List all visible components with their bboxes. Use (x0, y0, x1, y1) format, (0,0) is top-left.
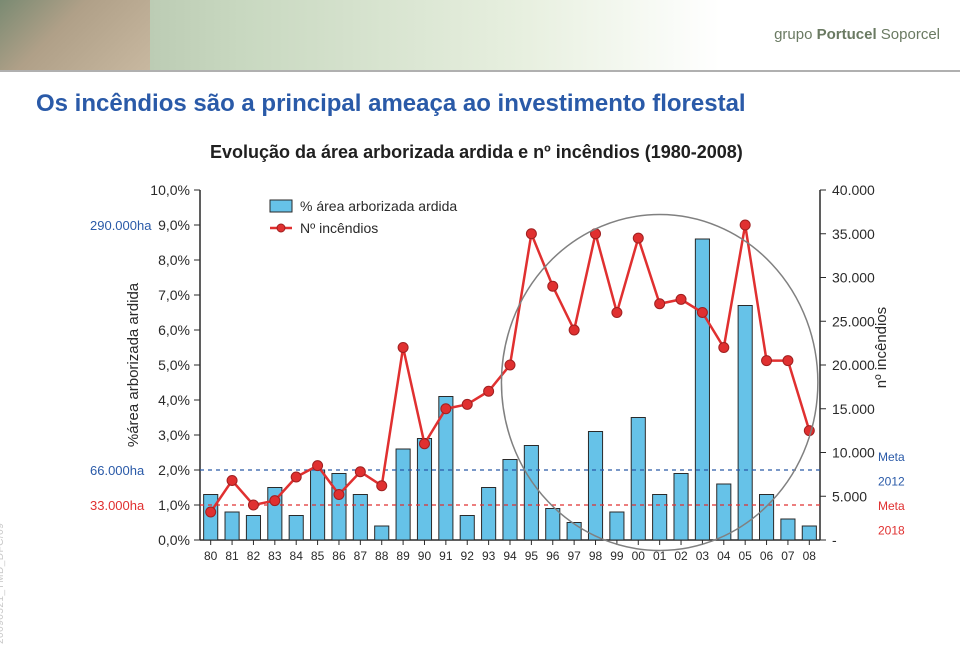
svg-text:40.000: 40.000 (832, 182, 875, 198)
svg-text:10.000: 10.000 (832, 445, 875, 461)
svg-text:92: 92 (461, 549, 475, 563)
svg-text:03: 03 (696, 549, 710, 563)
svg-text:87: 87 (354, 549, 368, 563)
svg-text:96: 96 (546, 549, 560, 563)
svg-text:33.000ha: 33.000ha (90, 498, 145, 513)
svg-text:%área arborizada ardida: %área arborizada ardida (125, 282, 142, 447)
brand-word-1: grupo (774, 26, 812, 43)
svg-text:06: 06 (760, 549, 774, 563)
svg-text:07: 07 (781, 549, 795, 563)
svg-text:97: 97 (567, 549, 581, 563)
svg-text:20.000: 20.000 (832, 357, 875, 373)
svg-text:Meta: Meta (878, 499, 905, 513)
header-rule (0, 70, 960, 72)
svg-text:88: 88 (375, 549, 389, 563)
chart-subtitle: Evolução da área arborizada ardida e nº … (210, 142, 743, 163)
svg-text:2,0%: 2,0% (158, 462, 190, 478)
svg-text:nº incêndios: nº incêndios (873, 307, 890, 388)
svg-text:Meta: Meta (878, 450, 905, 464)
header-photo-placeholder (0, 0, 150, 70)
svg-text:83: 83 (268, 549, 282, 563)
svg-text:2018: 2018 (878, 524, 905, 538)
svg-text:82: 82 (247, 549, 261, 563)
svg-text:91: 91 (439, 549, 453, 563)
svg-text:86: 86 (332, 549, 346, 563)
svg-text:94: 94 (503, 549, 517, 563)
svg-text:% área arborizada ardida: % área arborizada ardida (300, 198, 457, 214)
svg-text:85: 85 (311, 549, 325, 563)
brand-word-2: Portucel (817, 26, 877, 43)
svg-text:89: 89 (396, 549, 410, 563)
svg-text:90: 90 (418, 549, 432, 563)
svg-text:7,0%: 7,0% (158, 287, 190, 303)
svg-text:1,0%: 1,0% (158, 497, 190, 513)
svg-text:80: 80 (204, 549, 218, 563)
svg-text:0,0%: 0,0% (158, 532, 190, 548)
svg-text:04: 04 (717, 549, 731, 563)
svg-text:25.000: 25.000 (832, 313, 875, 329)
svg-text:-: - (832, 532, 837, 548)
svg-text:35.000: 35.000 (832, 226, 875, 242)
evolution-chart: 0,0% 1,0% 2,0% 3,0% 4,0% 5,0% 6,0% 7,0% 8,0% 9,0%… (80, 180, 910, 590)
svg-text:290.000ha: 290.000ha (90, 218, 152, 233)
document-code: 20090521_TMD_DFC/09 (0, 523, 6, 644)
svg-text:5.000: 5.000 (832, 488, 867, 504)
svg-text:81: 81 (225, 549, 239, 563)
svg-text:2012: 2012 (878, 475, 905, 489)
svg-text:08: 08 (803, 549, 817, 563)
brand-word-3: Soporcel (881, 26, 940, 43)
svg-text:93: 93 (482, 549, 496, 563)
svg-text:3,0%: 3,0% (158, 427, 190, 443)
svg-text:66.000ha: 66.000ha (90, 463, 145, 478)
svg-text:05: 05 (738, 549, 752, 563)
svg-text:5,0%: 5,0% (158, 357, 190, 373)
svg-text:15.000: 15.000 (832, 401, 875, 417)
svg-text:8,0%: 8,0% (158, 252, 190, 268)
svg-text:6,0%: 6,0% (158, 322, 190, 338)
svg-text:10,0%: 10,0% (150, 182, 190, 198)
svg-text:9,0%: 9,0% (158, 217, 190, 233)
svg-text:00: 00 (632, 549, 646, 563)
brand-logo: grupo Portucel Soporcel (774, 26, 940, 43)
svg-text:84: 84 (290, 549, 304, 563)
page-title: Os incêndios são a principal ameaça ao i… (36, 90, 746, 118)
svg-text:30.000: 30.000 (832, 270, 875, 286)
svg-text:95: 95 (525, 549, 539, 563)
svg-text:Nº incêndios: Nº incêndios (300, 220, 378, 236)
svg-text:02: 02 (674, 549, 688, 563)
svg-text:99: 99 (610, 549, 624, 563)
svg-text:4,0%: 4,0% (158, 392, 190, 408)
svg-text:98: 98 (589, 549, 603, 563)
